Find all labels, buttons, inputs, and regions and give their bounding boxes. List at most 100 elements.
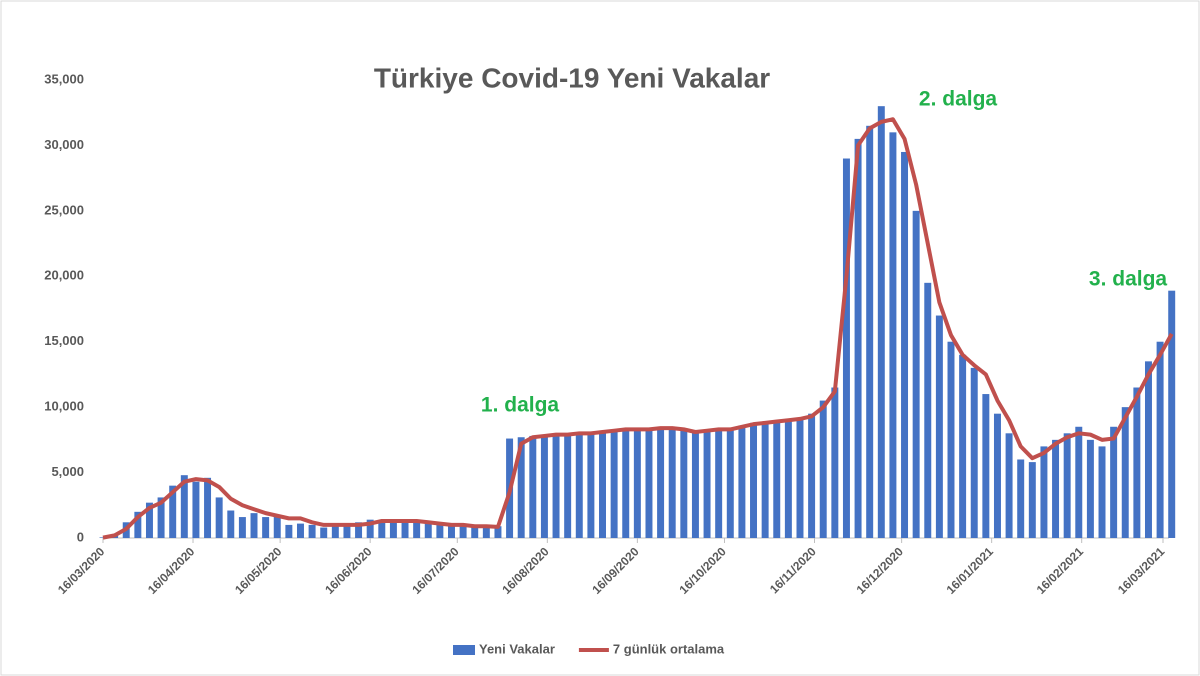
bar	[540, 435, 548, 538]
bar	[599, 432, 606, 538]
bar	[366, 519, 374, 538]
bar	[1133, 387, 1141, 538]
annotation: 3. dalga	[1089, 268, 1168, 291]
bar	[227, 510, 235, 538]
bar	[645, 429, 653, 538]
bar	[1040, 446, 1048, 538]
bar	[691, 432, 699, 538]
bar	[1156, 341, 1164, 538]
legend-swatch	[453, 645, 475, 655]
bar	[610, 430, 618, 538]
legend-label: 7 günlük ortalama	[613, 641, 725, 656]
bar	[1121, 407, 1129, 538]
bar	[157, 497, 165, 538]
annotation: 1. dalga	[481, 394, 560, 417]
bar	[773, 420, 781, 538]
bar	[192, 481, 200, 538]
bar	[715, 429, 723, 538]
legend-label: Yeni Vakalar	[479, 641, 555, 656]
bar	[831, 387, 839, 538]
bar	[1005, 433, 1013, 538]
bar	[842, 158, 850, 538]
y-tick-label: 0	[77, 529, 84, 544]
bar	[1063, 433, 1071, 538]
bar	[355, 522, 363, 538]
bar	[761, 421, 769, 538]
bar	[494, 526, 502, 538]
bar	[320, 527, 328, 538]
bar	[204, 477, 212, 538]
bar	[935, 315, 943, 538]
bar	[750, 422, 758, 538]
bar	[1144, 361, 1152, 538]
bar	[703, 430, 711, 538]
bar	[1052, 439, 1060, 538]
bar	[866, 125, 874, 539]
bar	[308, 524, 316, 538]
y-tick-label: 25,000	[44, 202, 84, 217]
bar	[134, 511, 142, 538]
bar	[877, 106, 885, 539]
bar	[215, 497, 223, 538]
bar	[622, 429, 630, 538]
bar	[575, 433, 583, 538]
bar	[262, 517, 270, 538]
bar	[784, 418, 792, 538]
bar	[564, 434, 572, 538]
bar	[145, 502, 153, 538]
bar	[250, 513, 258, 538]
bar	[680, 429, 688, 538]
bar	[889, 132, 897, 539]
bar	[993, 413, 1001, 538]
bar	[180, 475, 188, 538]
bar	[587, 433, 595, 538]
bar	[982, 394, 990, 538]
bar	[819, 400, 827, 538]
bar	[459, 526, 467, 538]
bar	[1098, 446, 1106, 538]
bar	[448, 524, 455, 538]
bar	[1110, 426, 1118, 538]
y-tick-label: 30,000	[44, 137, 84, 152]
bar	[947, 341, 955, 538]
bar	[657, 428, 665, 538]
bar	[273, 515, 281, 538]
bar	[854, 138, 862, 538]
y-tick-label: 20,000	[44, 268, 84, 283]
bar	[436, 524, 444, 538]
bar	[413, 522, 421, 538]
bar	[378, 520, 386, 538]
y-tick-label: 15,000	[44, 333, 84, 348]
bar	[1075, 426, 1083, 538]
bar	[99, 537, 107, 538]
bar	[1086, 439, 1094, 538]
bar	[552, 434, 560, 538]
bar	[285, 524, 293, 538]
bar	[633, 429, 641, 538]
bar	[331, 526, 339, 538]
bar	[238, 517, 246, 538]
bar	[924, 282, 932, 538]
bar	[796, 417, 804, 538]
bar	[389, 520, 397, 538]
bar	[901, 151, 909, 538]
bar	[959, 354, 967, 538]
bar	[1017, 459, 1025, 538]
bar	[471, 526, 479, 538]
bar	[482, 527, 490, 538]
bar	[529, 435, 537, 538]
bar	[970, 367, 978, 538]
bar	[1028, 462, 1036, 538]
bar	[401, 520, 409, 538]
bar	[726, 428, 734, 538]
y-tick-label: 5,000	[51, 464, 84, 479]
bar	[738, 425, 746, 538]
bar	[169, 485, 177, 538]
annotation: 2. dalga	[919, 88, 998, 111]
bar	[343, 524, 351, 538]
y-tick-label: 35,000	[44, 71, 84, 86]
chart-title: Türkiye Covid-19 Yeni Vakalar	[374, 62, 770, 93]
